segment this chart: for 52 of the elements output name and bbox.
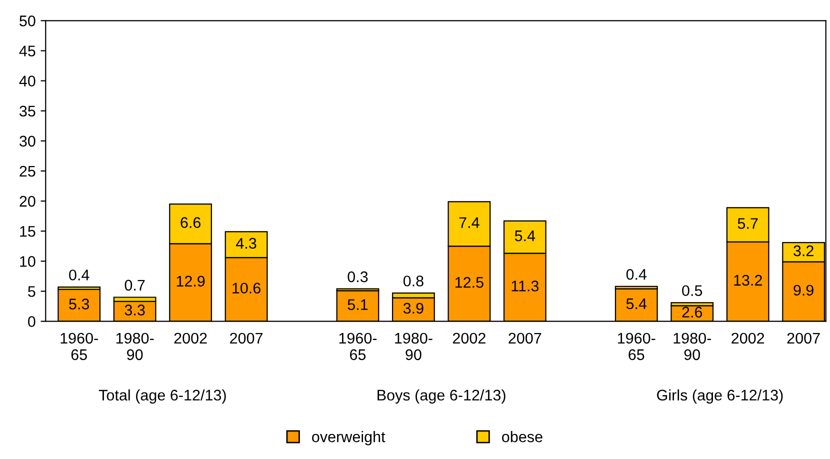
text: Total (age 6-12/13) xyxy=(98,389,226,404)
data-label: 0.8 xyxy=(403,276,424,286)
data-label: 0.4 xyxy=(626,268,647,280)
x-tick-label: 1980- 90 xyxy=(674,332,711,360)
y-tick-label: 20 xyxy=(20,196,36,207)
text: Boys (age 6-12/13) xyxy=(378,389,506,404)
data-label: 5.7 xyxy=(738,218,758,229)
data-label: 5.4 xyxy=(626,298,647,310)
data-label: 4.3 xyxy=(236,238,256,249)
data-label: 3.2 xyxy=(794,245,814,256)
y-tick-label: 50 xyxy=(20,16,36,26)
legend-label: overweight xyxy=(312,431,386,446)
data-label: 3.3 xyxy=(124,304,145,316)
data-label: 9.9 xyxy=(794,284,814,296)
y-tick-label: 0 xyxy=(28,316,36,327)
y-tick-label: 45 xyxy=(19,46,36,56)
x-tick-label: 2002 xyxy=(174,332,207,344)
data-label: 12.5 xyxy=(455,277,484,288)
x-tick-label: 1960- 65 xyxy=(60,332,98,360)
x-tick-label: 2007 xyxy=(787,332,820,344)
y-tick-label: 30 xyxy=(20,136,36,147)
data-label: 5.1 xyxy=(348,299,368,310)
data-label: 11.3 xyxy=(512,280,539,292)
x-tick-label: 1980- 90 xyxy=(395,332,432,360)
legend-label: obese xyxy=(502,431,542,442)
y-tick-label: 35 xyxy=(20,106,36,117)
data-label: 3.9 xyxy=(403,302,424,314)
data-label: 7.4 xyxy=(459,217,480,228)
x-tick-label: 2002 xyxy=(452,332,486,344)
data-label: 0.3 xyxy=(348,271,368,282)
data-label: 2.6 xyxy=(682,306,702,318)
data-label: 10.6 xyxy=(232,282,260,294)
data-label: 5.3 xyxy=(69,298,90,310)
data-label: 0.4 xyxy=(69,270,90,280)
x-tick-label: 1980- 90 xyxy=(116,332,154,360)
data-label: 6.6 xyxy=(180,217,200,228)
x-tick-label: 2007 xyxy=(230,332,262,344)
x-tick-label: 1960- 65 xyxy=(618,332,656,360)
data-label: 12.9 xyxy=(176,276,205,287)
y-tick-label: 5 xyxy=(28,286,36,297)
data-label: 0.7 xyxy=(124,280,145,291)
x-tick-label: 2002 xyxy=(732,332,764,344)
text: Girls (age 6-12/13) xyxy=(657,389,783,404)
y-tick-label: 10 xyxy=(20,256,36,267)
data-label: 13.2 xyxy=(734,274,762,286)
y-tick-label: 40 xyxy=(19,76,36,86)
y-tick-label: 15 xyxy=(20,226,36,237)
x-tick-label: 1960- 65 xyxy=(339,332,377,360)
data-label: 0.5 xyxy=(682,285,702,296)
data-label: 5.4 xyxy=(514,230,536,242)
y-tick-label: 25 xyxy=(20,166,36,177)
x-tick-label: 2007 xyxy=(508,332,542,344)
